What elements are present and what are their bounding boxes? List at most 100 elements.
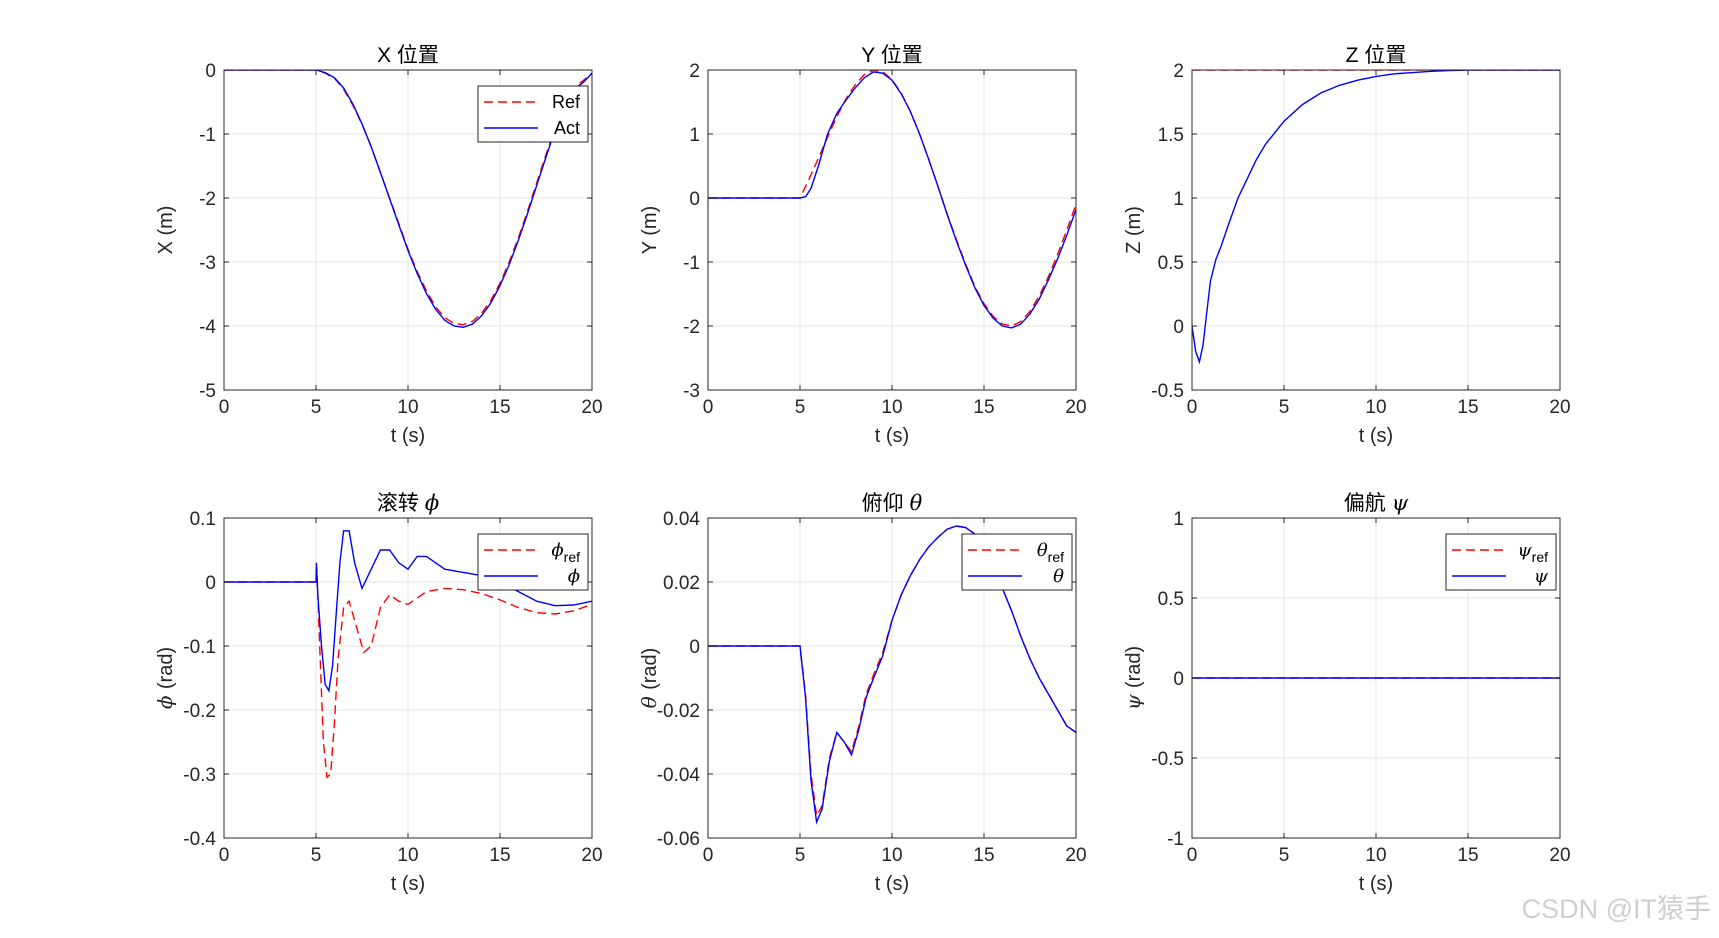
subplot-0: 0 5 10 15 20 -5 -4 -3 -2 -1 0 X 位置 t (s) X (m) Ref Act	[155, 44, 603, 447]
y-axis-label: ϕ (rad)	[153, 647, 177, 709]
y-tick-label: -1	[683, 253, 700, 274]
x-tick-label: 15	[489, 397, 510, 418]
legend-label: ϕ	[568, 566, 580, 587]
y-tick-label: 0	[1173, 317, 1184, 338]
y-tick-label: 0	[1173, 669, 1184, 690]
x-tick-label: 10	[1365, 845, 1386, 866]
y-axis-label: X (m)	[155, 206, 177, 255]
legend-label: θref	[1037, 540, 1064, 565]
y-tick-label: -0.06	[657, 829, 700, 850]
chart-title: X 位置	[377, 44, 439, 67]
y-tick-label: -0.02	[657, 701, 700, 722]
y-tick-label: -4	[199, 317, 216, 338]
y-tick-label: 0.02	[663, 573, 700, 594]
y-tick-label: -0.04	[657, 765, 701, 786]
y-tick-label: -0.1	[183, 637, 216, 658]
y-axis-label: Z (m)	[1123, 206, 1145, 254]
x-tick-label: 20	[1065, 397, 1086, 418]
y-tick-label: 1.5	[1158, 125, 1184, 146]
y-tick-label: -0.5	[1151, 749, 1184, 770]
x-tick-label: 20	[1549, 845, 1570, 866]
y-tick-label: -3	[199, 253, 216, 274]
chart-title: 俯仰 θ	[862, 491, 923, 515]
x-axis-label: t (s)	[875, 873, 909, 895]
y-tick-label: 0.5	[1158, 589, 1184, 610]
x-axis-label: t (s)	[391, 425, 425, 447]
y-tick-label: -1	[199, 125, 216, 146]
x-tick-label: 0	[219, 397, 230, 418]
x-tick-label: 10	[1365, 397, 1386, 418]
x-tick-label: 20	[581, 845, 602, 866]
chart-title: 偏航 ψ	[1344, 491, 1409, 515]
x-tick-label: 10	[881, 845, 902, 866]
series-line-act	[224, 70, 592, 329]
x-tick-label: 0	[219, 845, 230, 866]
x-tick-label: 15	[1457, 845, 1478, 866]
x-tick-label: 5	[311, 845, 322, 866]
x-axis-label: t (s)	[391, 873, 425, 895]
x-tick-label: 15	[973, 397, 994, 418]
y-tick-label: -5	[199, 381, 216, 402]
watermark: CSDN @IT猿手	[1521, 894, 1711, 924]
y-tick-label: -2	[683, 317, 700, 338]
y-tick-label: 0.1	[190, 509, 216, 530]
legend-label: ϕref	[551, 540, 580, 565]
x-tick-label: 5	[795, 845, 806, 866]
x-tick-label: 0	[703, 397, 714, 418]
y-tick-label: 0	[689, 637, 700, 658]
y-tick-label: 1	[1173, 509, 1184, 530]
y-tick-label: -0.3	[183, 765, 216, 786]
y-tick-label: -1	[1167, 829, 1184, 850]
chart-title: 滚转 ϕ	[377, 491, 439, 515]
chart-title: Z 位置	[1346, 44, 1407, 67]
y-axis-label: ψ (rad)	[1121, 646, 1145, 710]
chart-title: Y 位置	[861, 44, 922, 67]
subplot-3: 0 5 10 15 20 -0.4 -0.3 -0.2 -0.1 0 0.1 滚转 ϕ t (s) ϕ (r…	[153, 491, 603, 895]
x-axis-label: t (s)	[875, 425, 909, 447]
legend-box	[477, 533, 589, 591]
subplot-4: 0 5 10 15 20 -0.06 -0.04 -0.02 0 0.02 0.04 俯仰 θ t (s)…	[637, 491, 1087, 895]
x-tick-label: 15	[973, 845, 994, 866]
x-tick-label: 10	[397, 845, 418, 866]
series-line-act	[1192, 70, 1560, 365]
x-tick-label: 5	[1279, 845, 1290, 866]
legend-box	[477, 85, 589, 143]
x-tick-label: 20	[581, 397, 602, 418]
y-tick-label: 1	[1173, 189, 1184, 210]
legend: Ref Act	[477, 85, 589, 143]
legend-label: Ref	[552, 92, 581, 112]
legend-label: ψref	[1518, 540, 1549, 565]
y-tick-label: -2	[199, 189, 216, 210]
x-tick-label: 20	[1549, 397, 1570, 418]
y-tick-label: 2	[689, 61, 700, 82]
y-tick-label: 2	[1173, 61, 1184, 82]
y-tick-label: -0.2	[183, 701, 216, 722]
x-tick-label: 15	[489, 845, 510, 866]
series-line-ref	[224, 569, 592, 779]
subplot-2: 0 5 10 15 20-0.500.511.52Z 位置t (s)Z (m)	[1123, 44, 1571, 447]
subplot-1: 0 5 10 15 20 -3 -2 -1 0 1 2 Y 位置 t (s) Y (m)	[639, 44, 1087, 447]
y-tick-label: -0.5	[1151, 381, 1184, 402]
legend-box	[1445, 533, 1557, 591]
y-tick-label: 0	[205, 61, 216, 82]
x-tick-label: 10	[881, 397, 902, 418]
y-tick-label: 1	[689, 125, 700, 146]
y-axis-label: Y (m)	[639, 206, 661, 255]
y-tick-label: 0	[205, 573, 216, 594]
y-tick-label: -0.4	[183, 829, 216, 850]
y-tick-label: -3	[683, 381, 700, 402]
x-tick-label: 0	[703, 845, 714, 866]
x-tick-label: 15	[1457, 397, 1478, 418]
series-line-act	[708, 525, 1076, 825]
x-tick-label: 5	[311, 397, 322, 418]
x-axis-label: t (s)	[1359, 425, 1393, 447]
legend-box	[961, 533, 1073, 591]
legend-label: θ	[1053, 566, 1064, 587]
legend-label: Act	[554, 118, 580, 138]
x-tick-label: 0	[1187, 845, 1198, 866]
